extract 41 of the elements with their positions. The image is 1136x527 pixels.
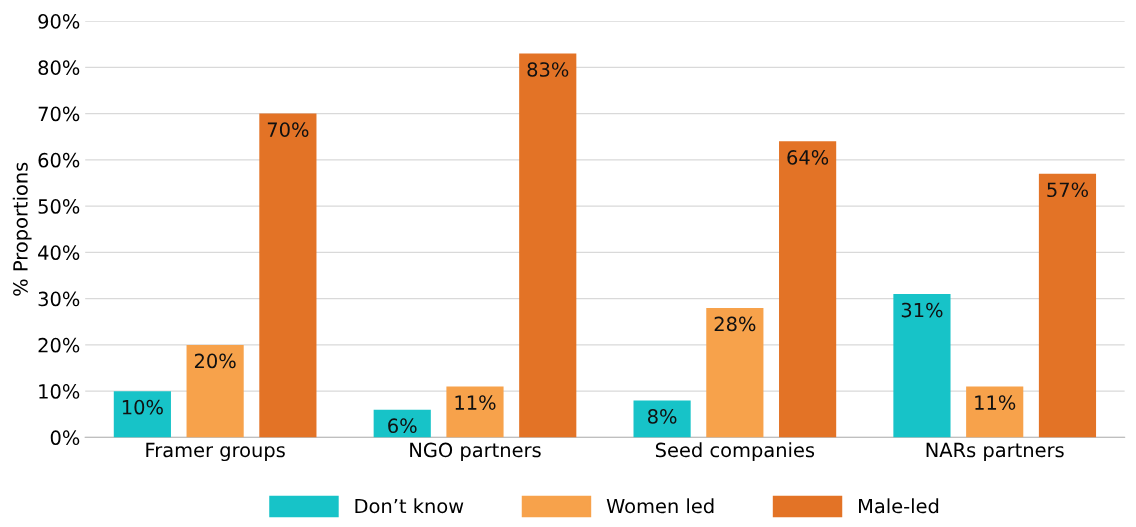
y-tick-label: 40% [38, 245, 80, 261]
data-label: 31% [901, 302, 943, 318]
y-axis-title: % Proportions [12, 162, 32, 296]
bar [259, 113, 317, 438]
data-label: 6% [388, 418, 417, 434]
bar [113, 391, 171, 438]
legend-label: Male-led [859, 498, 939, 514]
bar [633, 400, 691, 438]
data-label: 57% [1047, 182, 1089, 198]
y-tick-label: 50% [38, 199, 80, 214]
x-tick-label: NGO partners [410, 442, 541, 462]
bar [186, 344, 244, 438]
bar [1038, 173, 1097, 438]
data-label: 70% [267, 122, 309, 137]
bar [779, 141, 837, 438]
legend-label: Women led [606, 498, 714, 514]
data-label: 11% [455, 395, 496, 410]
y-tick-label: 20% [38, 337, 80, 353]
y-tick-label: 0% [50, 430, 80, 446]
bar [446, 386, 504, 438]
bar [966, 386, 1024, 438]
y-tick-label: 10% [39, 384, 80, 399]
legend-label: Don’t know [355, 498, 464, 514]
bar [519, 53, 577, 438]
x-tick-label: Framer groups [146, 442, 285, 462]
data-label: 10% [122, 399, 163, 415]
data-label: 28% [714, 316, 756, 332]
bar [893, 294, 951, 438]
data-label: 83% [527, 62, 569, 77]
data-label: 8% [647, 409, 677, 424]
x-tick-label: Seed companies [655, 442, 815, 462]
data-label: 11% [975, 395, 1016, 410]
y-tick-label: 70% [38, 106, 80, 122]
y-tick-label: 90% [38, 14, 80, 29]
y-tick-label: 60% [38, 152, 80, 168]
x-tick-label: NARs partners [926, 442, 1064, 462]
data-label: 64% [787, 150, 829, 165]
bar [706, 307, 764, 438]
y-tick-label: 80% [38, 60, 80, 75]
y-tick-label: 30% [38, 291, 80, 307]
data-label: 20% [194, 353, 236, 369]
